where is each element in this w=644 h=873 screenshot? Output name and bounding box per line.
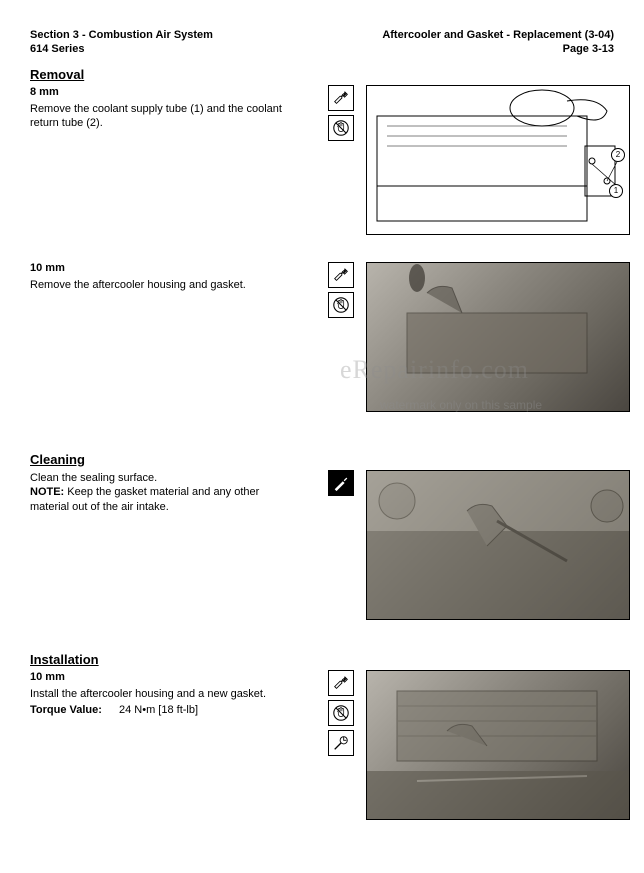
installation-icons — [328, 670, 354, 756]
wrench-icon — [328, 670, 354, 696]
cleaning-figure — [366, 470, 630, 620]
cleaning-icons — [328, 470, 354, 496]
section-removal-2: 10 mm Remove the aftercooler housing and… — [30, 262, 614, 432]
installation-figure — [366, 670, 630, 820]
note-text: Keep the gasket material and any other m… — [30, 486, 259, 513]
torque-value: 24 N•m [18 ft-lb] — [119, 704, 198, 716]
removal-figure: 1 2 — [366, 85, 630, 235]
removal-heading: Removal — [30, 67, 614, 82]
header-left: Section 3 - Combustion Air System 614 Se… — [30, 28, 213, 57]
removal2-figure — [366, 262, 630, 412]
no-hand-icon — [328, 700, 354, 726]
removal2-icons — [328, 262, 354, 318]
note-label: NOTE: — [30, 486, 64, 498]
page-header: Section 3 - Combustion Air System 614 Se… — [30, 28, 614, 57]
topic-line: Aftercooler and Gasket - Replacement (3-… — [382, 28, 614, 42]
section-installation: Installation 10 mm Install the aftercool… — [30, 652, 614, 822]
no-hand-icon — [328, 115, 354, 141]
section-title-line: Section 3 - Combustion Air System — [30, 28, 213, 42]
series-line: 614 Series — [30, 42, 213, 56]
removal-icons — [328, 85, 354, 141]
cleaning-heading: Cleaning — [30, 452, 614, 467]
scraper-icon — [328, 470, 354, 496]
cleaning-note: NOTE: Keep the gasket material and any o… — [30, 485, 300, 515]
page-number: Page 3-13 — [382, 42, 614, 56]
section-removal: Removal 8 mm Remove the coolant supply t… — [30, 67, 614, 232]
cleaning-text1: Clean the sealing surface. — [30, 471, 300, 486]
wrench-icon — [328, 262, 354, 288]
torque-icon — [328, 730, 354, 756]
installation-text: Install the aftercooler housing and a ne… — [30, 687, 300, 702]
callout-2: 2 — [611, 148, 625, 162]
installation-heading: Installation — [30, 652, 614, 667]
section-cleaning: Cleaning Clean the sealing surface. NOTE… — [30, 452, 614, 622]
wrench-icon — [328, 85, 354, 111]
header-right: Aftercooler and Gasket - Replacement (3-… — [382, 28, 614, 57]
torque-label: Torque Value: — [30, 704, 102, 716]
callout-1: 1 — [609, 184, 623, 198]
no-hand-icon — [328, 292, 354, 318]
removal2-text: Remove the aftercooler housing and gaske… — [30, 278, 300, 293]
installation-torque: Torque Value: 24 N•m [18 ft-lb] — [30, 703, 300, 718]
removal-text: Remove the coolant supply tube (1) and t… — [30, 102, 300, 132]
